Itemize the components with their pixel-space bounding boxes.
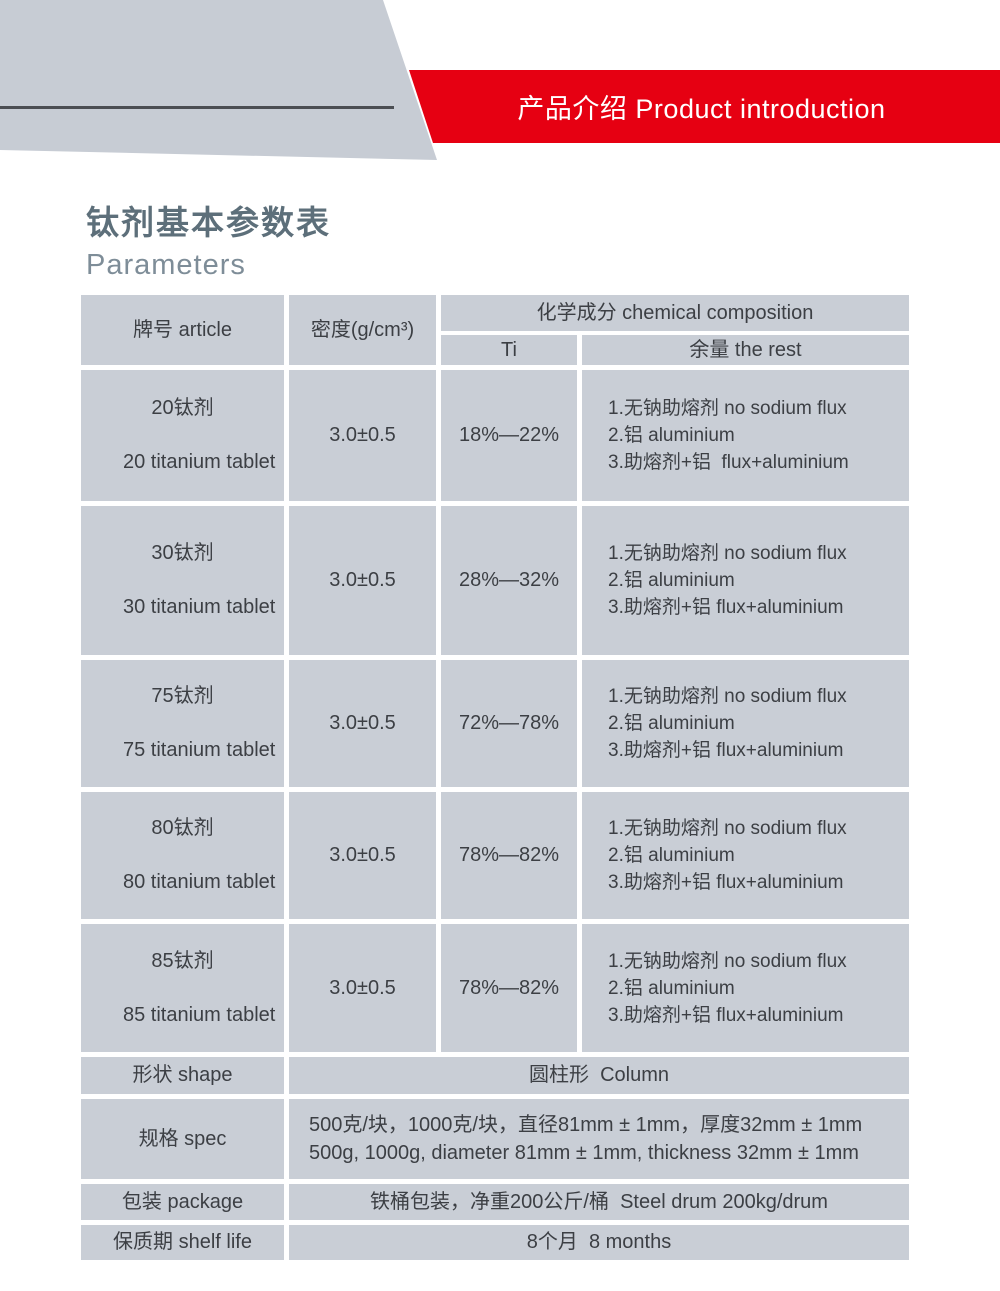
table-row: 85钛剂 85 titanium tablet 3.0±0.5 78%—82% …: [81, 924, 909, 1052]
header-composition-group: 化学成分 chemical composition Ti 余量 the rest: [441, 295, 909, 365]
article-cn: 20钛剂: [151, 397, 214, 419]
article-cell: 80钛剂 80 titanium tablet: [81, 792, 284, 919]
composition-cell: 1.无钠助熔剂 no sodium flux 2.铝 aluminium 3.助…: [582, 370, 909, 501]
section-banner: 产品介绍 Product introduction: [409, 70, 1000, 143]
spec-line-en: 500g, 1000g, diameter 81mm ± 1mm, thickn…: [309, 1142, 859, 1164]
article-cn: 30钛剂: [151, 542, 214, 564]
article-cell: 75钛剂 75 titanium tablet: [81, 660, 284, 787]
composition-cell: 1.无钠助熔剂 no sodium flux 2.铝 aluminium 3.助…: [582, 792, 909, 919]
parameters-table: 牌号 article 密度(g/cm³) 化学成分 chemical compo…: [81, 295, 909, 1260]
article-en: 85 titanium tablet: [123, 1003, 276, 1026]
header-density: 密度(g/cm³): [289, 295, 436, 365]
article-cn: 80钛剂: [151, 817, 214, 839]
composition-line: 3.助熔剂+铝 flux+aluminium: [608, 452, 849, 473]
spec-line-cn: 500克/块，1000克/块，直径81mm ± 1mm，厚度32mm ± 1mm: [309, 1114, 863, 1136]
composition-line: 2.铝 aluminium: [608, 977, 735, 999]
density-cell: 3.0±0.5: [289, 506, 436, 655]
composition-cell: 1.无钠助熔剂 no sodium flux 2.铝 aluminium 3.助…: [582, 506, 909, 655]
section-banner-title: 产品介绍 Product introduction: [517, 94, 886, 124]
table-row: 75钛剂 75 titanium tablet 3.0±0.5 72%—78% …: [81, 660, 909, 787]
composition-line: 2.铝 aluminium: [608, 845, 735, 866]
article-en: 80 titanium tablet: [123, 871, 276, 893]
composition-line: 1.无钠助熔剂 no sodium flux: [608, 950, 847, 972]
composition-line: 3.助熔剂+铝 flux+aluminium: [608, 740, 844, 761]
spec-label: 规格 spec: [81, 1099, 284, 1179]
page-title: 钛剂基本参数表: [86, 204, 331, 241]
table-row: 20钛剂 20 titanium tablet 3.0±0.5 18%—22% …: [81, 370, 909, 501]
article-cn: 85钛剂: [151, 949, 214, 972]
article-en: 75 titanium tablet: [123, 739, 276, 761]
shape-label: 形状 shape: [81, 1057, 284, 1094]
composition-cell: 1.无钠助熔剂 no sodium flux 2.铝 aluminium 3.助…: [582, 660, 909, 787]
composition-line: 2.铝 aluminium: [608, 570, 735, 591]
density-cell: 3.0±0.5: [289, 924, 436, 1052]
density-cell: 3.0±0.5: [289, 792, 436, 919]
spec-value: 500克/块，1000克/块，直径81mm ± 1mm，厚度32mm ± 1mm…: [289, 1099, 909, 1179]
article-cell: 30钛剂 30 titanium tablet: [81, 506, 284, 655]
ti-cell: 72%—78%: [441, 660, 577, 787]
package-row: 包装 package 铁桶包装，净重200公斤/桶 Steel drum 200…: [81, 1184, 909, 1220]
table-header-row: 牌号 article 密度(g/cm³) 化学成分 chemical compo…: [81, 295, 909, 365]
header-article: 牌号 article: [81, 295, 284, 365]
composition-line: 3.助熔剂+铝 flux+aluminium: [608, 597, 844, 618]
article-cell: 20钛剂 20 titanium tablet: [81, 370, 284, 501]
density-cell: 3.0±0.5: [289, 660, 436, 787]
spec-row: 规格 spec 500克/块，1000克/块，直径81mm ± 1mm，厚度32…: [81, 1099, 909, 1179]
article-en: 30 titanium tablet: [123, 596, 276, 618]
header-composition: 化学成分 chemical composition: [441, 295, 909, 331]
composition-line: 1.无钠助熔剂 no sodium flux: [608, 543, 847, 564]
top-divider-line: [0, 106, 394, 109]
composition-line: 2.铝 aluminium: [608, 713, 735, 734]
top-gray-ribbon: [0, 0, 437, 160]
composition-cell: 1.无钠助熔剂 no sodium flux 2.铝 aluminium 3.助…: [582, 924, 909, 1052]
article-cn: 75钛剂: [151, 685, 214, 707]
shape-row: 形状 shape 圆柱形 Column: [81, 1057, 909, 1094]
page-subtitle: Parameters: [86, 249, 246, 281]
package-label: 包装 package: [81, 1184, 284, 1220]
table-row: 80钛剂 80 titanium tablet 3.0±0.5 78%—82% …: [81, 792, 909, 919]
header-composition-subrow: Ti 余量 the rest: [441, 335, 909, 365]
table-row: 30钛剂 30 titanium tablet 3.0±0.5 28%—32% …: [81, 506, 909, 655]
density-cell: 3.0±0.5: [289, 370, 436, 501]
composition-line: 3.助熔剂+铝 flux+aluminium: [608, 872, 844, 893]
package-value: 铁桶包装，净重200公斤/桶 Steel drum 200kg/drum: [289, 1184, 909, 1220]
composition-line: 3.助熔剂+铝 flux+aluminium: [608, 1004, 844, 1026]
shelf-life-label: 保质期 shelf life: [81, 1225, 284, 1260]
composition-line: 1.无钠助熔剂 no sodium flux: [608, 818, 847, 839]
header-rest: 余量 the rest: [582, 335, 909, 365]
ti-cell: 18%—22%: [441, 370, 577, 501]
header-ti: Ti: [441, 335, 577, 365]
shelf-life-value: 8个月 8 months: [289, 1225, 909, 1260]
shelf-life-row: 保质期 shelf life 8个月 8 months: [81, 1225, 909, 1260]
article-en: 20 titanium tablet: [123, 451, 276, 473]
ti-cell: 78%—82%: [441, 792, 577, 919]
composition-line: 1.无钠助熔剂 no sodium flux: [608, 398, 847, 419]
ti-cell: 78%—82%: [441, 924, 577, 1052]
ti-cell: 28%—32%: [441, 506, 577, 655]
article-cell: 85钛剂 85 titanium tablet: [81, 924, 284, 1052]
shape-value: 圆柱形 Column: [289, 1057, 909, 1094]
composition-line: 1.无钠助熔剂 no sodium flux: [608, 686, 847, 707]
composition-line: 2.铝 aluminium: [608, 425, 735, 446]
